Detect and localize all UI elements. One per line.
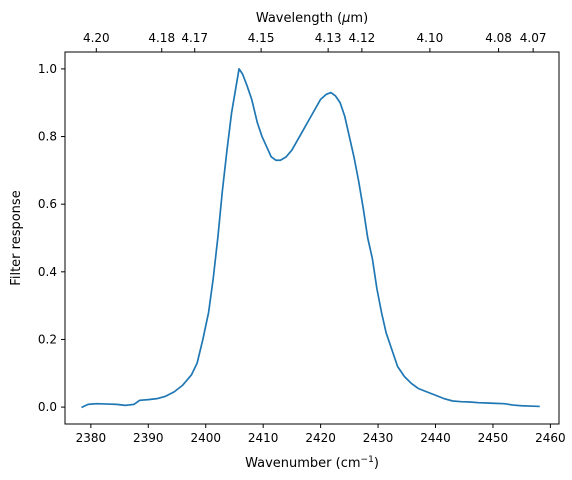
top-tick-label: 4.15 [248, 31, 275, 45]
y-tick-label: 0.8 [38, 130, 57, 144]
y-tick-label: 0.6 [38, 197, 57, 211]
top-tick-label: 4.08 [485, 31, 512, 45]
top-tick-label: 4.10 [417, 31, 444, 45]
y-tick-label: 1.0 [38, 62, 57, 76]
top-axis-label: Wavelength (μm) [256, 11, 368, 26]
x-tick-label: 2440 [420, 431, 451, 445]
y-tick-label: 0.4 [38, 265, 57, 279]
x-tick-label: 2450 [478, 431, 509, 445]
y-axis-label: Filter response [9, 190, 24, 285]
series-line [81, 68, 540, 409]
x-tick-label: 2390 [133, 431, 164, 445]
plot-frame [64, 51, 560, 425]
left-axis-ticks: 0.0 0.2 0.4 0.6 0.8 1.0 [38, 62, 65, 414]
top-tick-label: 4.20 [83, 31, 110, 45]
x-axis-label: Wavenumber (cm−1) [245, 455, 379, 471]
top-tick-label: 4.18 [148, 31, 175, 45]
x-tick-label: 2410 [248, 431, 279, 445]
top-tick-label: 4.07 [520, 31, 547, 45]
y-tick-label: 0.2 [38, 332, 57, 346]
top-tick-label: 4.12 [349, 31, 376, 45]
bottom-axis-ticks: 2380 2390 2400 2410 2420 2430 2440 2450 2460 [76, 424, 566, 445]
y-tick-label: 0.0 [38, 400, 57, 414]
x-tick-label: 2380 [76, 431, 107, 445]
top-tick-label: 4.13 [315, 31, 342, 45]
x-tick-label: 2430 [363, 431, 394, 445]
x-tick-label: 2420 [305, 431, 336, 445]
x-tick-label: 2400 [190, 431, 221, 445]
top-axis-ticks: 4.20 4.18 4.17 4.15 4.13 4.12 4.10 4.08 4.07 [83, 31, 547, 52]
x-tick-label: 2460 [535, 431, 566, 445]
top-tick-label: 4.17 [181, 31, 208, 45]
